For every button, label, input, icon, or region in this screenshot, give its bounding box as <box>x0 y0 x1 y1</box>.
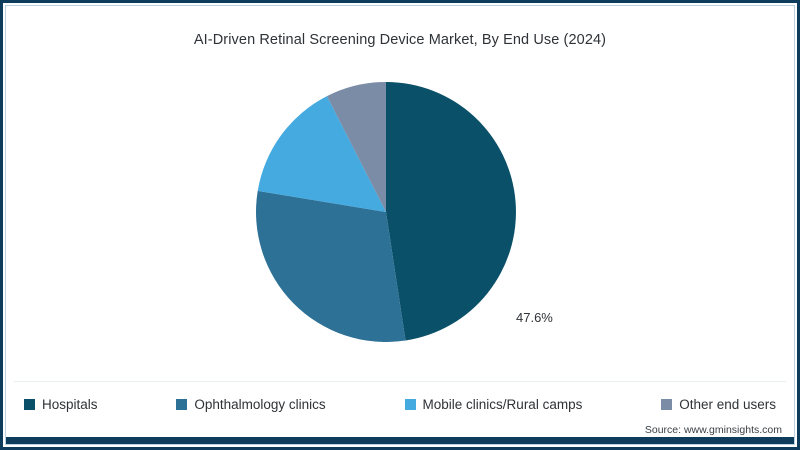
pie-chart <box>256 82 516 342</box>
chart-legend: Hospitals Ophthalmology clinics Mobile cli… <box>14 390 786 418</box>
legend-item[interactable]: Hospitals <box>24 397 98 412</box>
pie-slice[interactable] <box>256 190 406 342</box>
legend-item-label: Mobile clinics/Rural camps <box>422 396 583 412</box>
pie-svg <box>256 82 516 342</box>
slice-value-label-hospitals: 47.6% <box>516 310 553 325</box>
legend-color-swatch <box>661 398 673 410</box>
pie-slice[interactable] <box>386 82 516 341</box>
legend-color-swatch <box>176 398 188 410</box>
pie-slice[interactable] <box>257 96 386 212</box>
legend-item[interactable]: Other end users <box>661 397 776 412</box>
legend-item-label: Hospitals <box>42 396 98 412</box>
legend-separator <box>14 381 786 382</box>
footer-bar <box>6 437 794 444</box>
legend-item-label: Ophthalmology clinics <box>194 396 326 412</box>
legend-item-label: Other end users <box>679 396 776 412</box>
legend-item[interactable]: Ophthalmology clinics <box>176 396 326 412</box>
pie-slice[interactable] <box>326 82 386 212</box>
legend-color-swatch <box>404 398 416 410</box>
source-attribution: Source: www.gminsights.com <box>644 424 782 436</box>
chart-title: AI-Driven Retinal Screening Device Marke… <box>193 32 607 48</box>
legend-color-swatch <box>24 398 35 410</box>
legend-item[interactable]: Mobile clinics/Rural camps <box>404 396 583 412</box>
plot-area: 47.6% <box>0 60 800 360</box>
